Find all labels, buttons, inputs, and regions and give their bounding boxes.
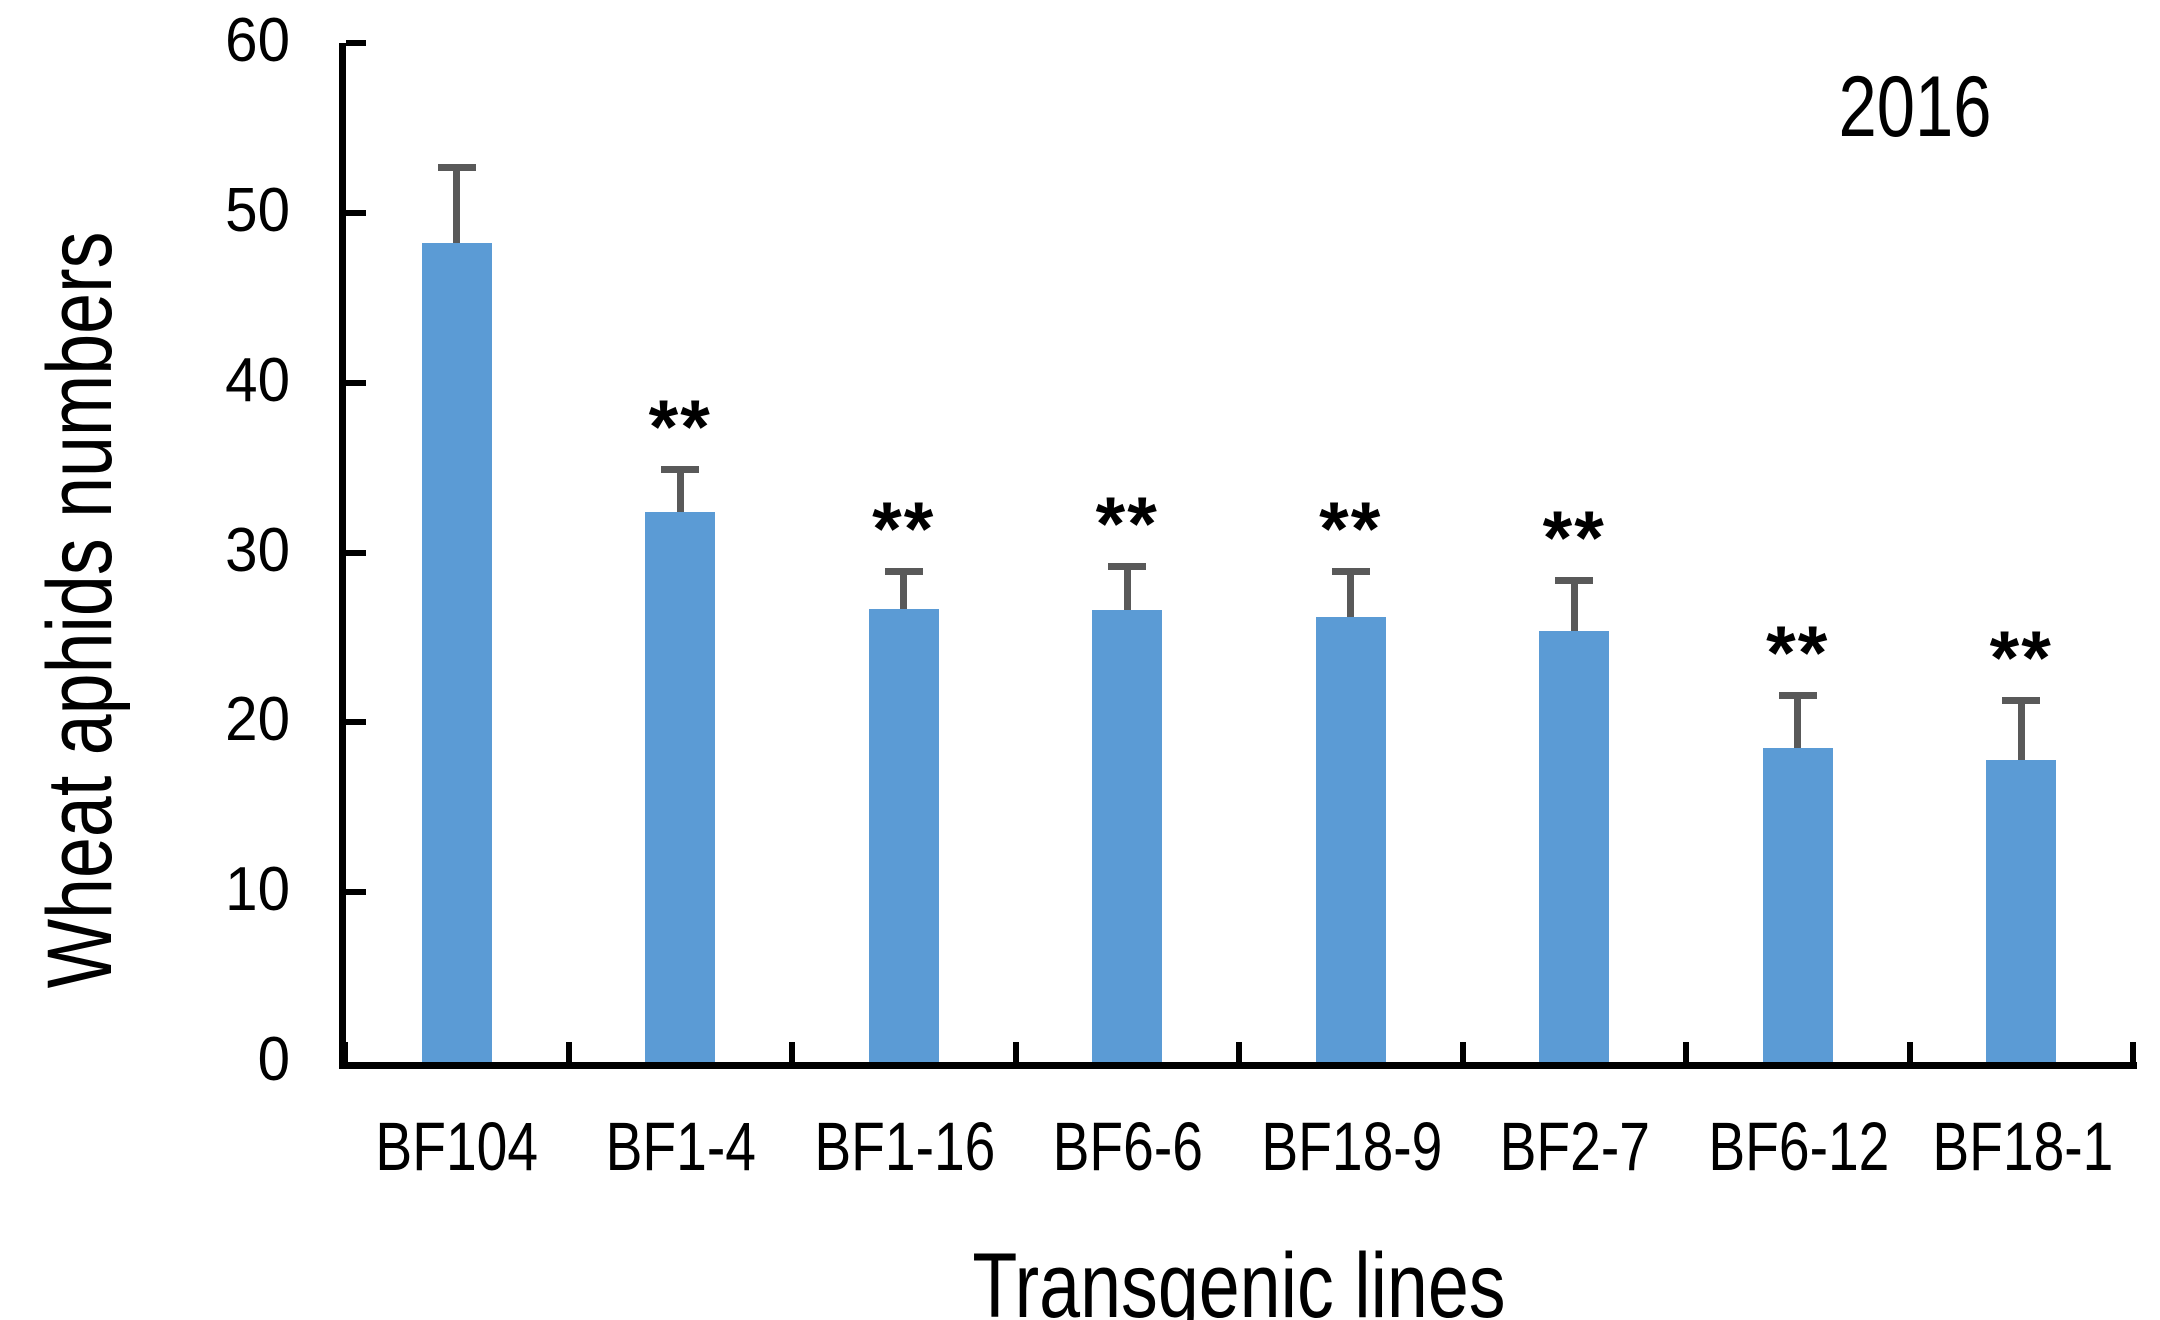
error-bar-cap (2002, 697, 2041, 705)
significance-label: ** (1542, 495, 1606, 581)
error-bar-stem (1123, 566, 1131, 611)
significance-label: ** (1319, 487, 1383, 573)
x-category-label: BF1-16 (814, 1108, 996, 1185)
x-tick (2130, 1042, 2136, 1062)
significance-label: ** (1095, 482, 1159, 568)
significance-label: ** (1766, 611, 1830, 697)
bar (1315, 617, 1386, 1062)
x-tick (1683, 1042, 1689, 1062)
x-axis-title: Transgenic lines (972, 1235, 1506, 1320)
bar (645, 511, 716, 1062)
y-tick-label: 10 (225, 855, 290, 925)
year-annotation: 2016 (1838, 59, 1992, 155)
y-tick (346, 549, 366, 556)
y-tick-label: 50 (225, 175, 290, 245)
error-bar-cap (1331, 568, 1370, 576)
error-bar-stem (676, 469, 684, 512)
y-tick (346, 379, 366, 386)
bar (1539, 630, 1610, 1062)
significance-label: ** (648, 385, 712, 471)
x-tick (789, 1042, 795, 1062)
y-tick-label: 20 (225, 685, 290, 755)
error-bar-stem (1347, 571, 1355, 618)
significance-label: ** (1989, 616, 2053, 702)
x-category-label: BF18-1 (1931, 1108, 2113, 1185)
x-category-label: BF6-6 (1052, 1108, 1203, 1185)
error-bar-stem (453, 166, 461, 244)
x-category-label: BF6-12 (1708, 1108, 1890, 1185)
y-tick-label: 30 (225, 515, 290, 585)
bar (868, 608, 939, 1062)
error-bar-cap (1108, 563, 1147, 571)
y-tick-label: 40 (225, 345, 290, 415)
y-axis-line (339, 43, 346, 1069)
error-bar-cap (661, 466, 700, 474)
bar (1092, 610, 1163, 1062)
error-bar-cap (1555, 576, 1594, 584)
bar (1762, 747, 1833, 1062)
x-tick (342, 1042, 348, 1062)
error-bar-stem (1794, 695, 1802, 748)
error-bar-cap (1778, 692, 1817, 700)
x-category-label: BF1-4 (605, 1108, 756, 1185)
x-tick (565, 1042, 572, 1062)
x-tick (1236, 1042, 1242, 1062)
x-tick (1906, 1042, 1913, 1062)
x-tick (1012, 1042, 1019, 1062)
x-axis-line (339, 1062, 2137, 1069)
x-category-label: BF18-9 (1261, 1108, 1443, 1185)
y-tick (346, 889, 366, 896)
y-tick-label: 0 (257, 1025, 290, 1094)
y-tick (346, 40, 366, 46)
y-tick-label: 60 (225, 6, 290, 75)
error-bar-stem (1570, 579, 1578, 631)
x-category-label: BF104 (375, 1108, 539, 1185)
bar (421, 243, 492, 1062)
error-bar-stem (2017, 700, 2025, 760)
x-category-label: BF2-7 (1499, 1108, 1650, 1185)
error-bar-cap (437, 163, 476, 171)
y-tick (346, 209, 366, 216)
x-tick (1459, 1042, 1466, 1062)
error-bar-stem (900, 571, 908, 609)
significance-label: ** (872, 487, 936, 573)
bar (1986, 759, 2057, 1062)
y-tick (346, 719, 366, 726)
error-bar-cap (884, 568, 923, 576)
